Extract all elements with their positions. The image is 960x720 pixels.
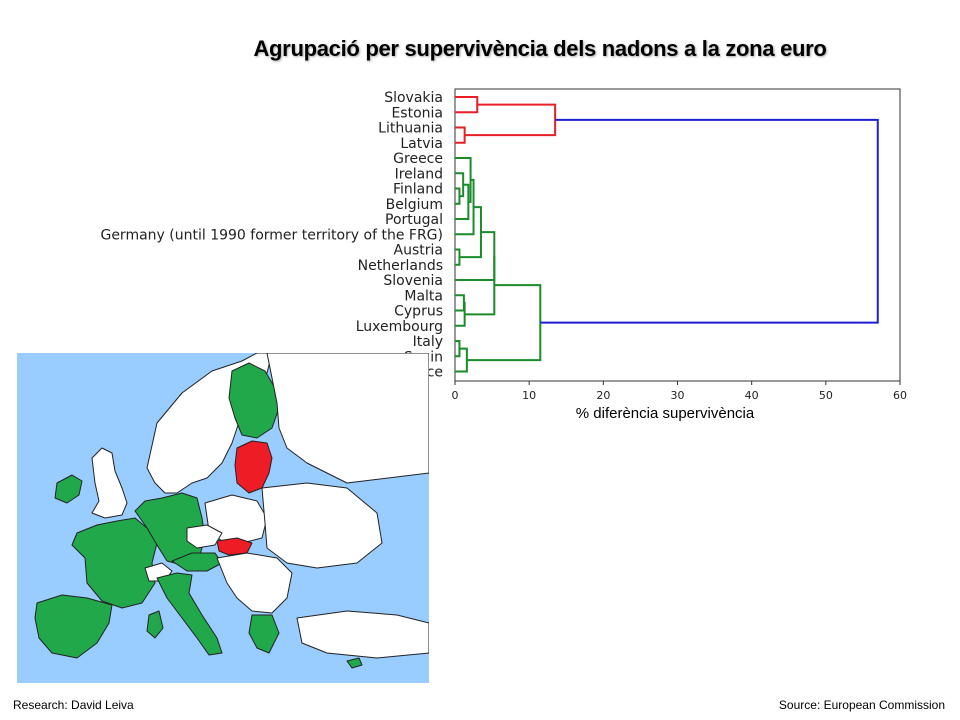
leaf-label: Belgium <box>386 197 443 213</box>
dendrogram-link <box>455 340 461 358</box>
leaf-label: Lithuania <box>378 121 443 137</box>
dendrogram-link <box>455 347 468 373</box>
footer-research: Research: David Leiva <box>13 698 134 712</box>
leaf-label: Finland <box>393 182 443 198</box>
map-iberia <box>34 594 113 659</box>
x-tick-label: 50 <box>819 389 833 402</box>
x-axis-label: % diferència supervivència <box>575 405 755 422</box>
x-tick-label: 30 <box>671 389 685 402</box>
dendrogram-link <box>455 172 465 198</box>
map-france <box>71 517 158 609</box>
leaf-label: Netherlands <box>358 258 443 274</box>
europe-map <box>17 353 429 683</box>
x-axis-ticks: 0 10 20 30 40 50 60 <box>452 381 907 402</box>
map-turkey <box>296 610 429 659</box>
map-balkans <box>216 552 293 614</box>
leaf-label: Cyprus <box>394 304 443 320</box>
leaf-label: Germany (until 1990 former territory of … <box>100 227 443 243</box>
map-ireland <box>54 474 83 504</box>
leaf-labels: SlovakiaEstoniaLithuaniaLatviaGreeceIrel… <box>100 90 443 381</box>
map-finland <box>228 362 280 439</box>
dendrogram-link <box>455 96 479 114</box>
map-greece <box>248 614 280 654</box>
dendrogram-link <box>464 256 496 316</box>
map-italy <box>156 572 223 656</box>
x-tick-label: 60 <box>893 389 907 402</box>
map-uk <box>91 447 128 519</box>
x-tick-label: 0 <box>452 389 459 402</box>
dendrogram-link <box>540 118 879 324</box>
footer-source: Source: European Commission <box>778 698 945 712</box>
leaf-label: Estonia <box>391 105 443 121</box>
dendrogram-link <box>455 183 470 220</box>
map-czechia <box>186 524 223 549</box>
leaf-label: Slovakia <box>384 90 443 106</box>
leaf-label: Italy <box>413 334 443 350</box>
map-baltics <box>234 440 273 494</box>
x-tick-label: 20 <box>596 389 610 402</box>
map-sardinia <box>146 610 164 639</box>
leaf-label: Greece <box>393 151 443 167</box>
dendrogram-chart: SlovakiaEstoniaLithuaniaLatviaGreeceIrel… <box>100 88 907 402</box>
dendrogram-link <box>455 231 496 281</box>
leaf-label: Luxembourg <box>356 319 443 335</box>
map-russia-north <box>266 353 429 484</box>
plot-frame <box>454 88 901 382</box>
leaf-label: Latvia <box>400 136 443 152</box>
leaf-label: Ireland <box>395 166 443 182</box>
dendrogram-link <box>455 248 461 266</box>
dendrogram-link <box>466 284 542 362</box>
dendrogram-links <box>455 96 879 373</box>
dendrogram-link <box>459 206 482 259</box>
dendrogram-link <box>455 187 461 205</box>
x-tick-label: 10 <box>522 389 536 402</box>
map-cyprus <box>346 657 363 669</box>
dendrogram-link <box>455 294 465 312</box>
slide-title: Agrupació per supervivència dels nadons … <box>253 36 827 61</box>
leaf-label: Austria <box>394 243 443 259</box>
leaf-label: Portugal <box>385 212 443 228</box>
dendrogram-link <box>455 126 466 144</box>
map-ukraine-belarus <box>261 482 383 569</box>
leaf-label: Malta <box>404 288 443 304</box>
leaf-label: Slovenia <box>383 273 443 289</box>
x-tick-label: 40 <box>745 389 759 402</box>
